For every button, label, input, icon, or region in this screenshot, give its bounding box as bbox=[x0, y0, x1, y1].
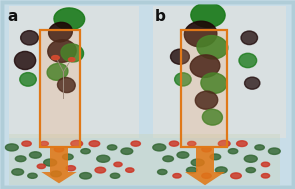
Ellipse shape bbox=[81, 149, 90, 154]
Ellipse shape bbox=[68, 58, 75, 61]
Ellipse shape bbox=[177, 152, 189, 158]
Ellipse shape bbox=[231, 173, 241, 179]
Text: b: b bbox=[155, 9, 166, 24]
Polygon shape bbox=[185, 172, 225, 185]
Text: a: a bbox=[7, 9, 18, 24]
Ellipse shape bbox=[202, 109, 222, 125]
Ellipse shape bbox=[61, 44, 83, 62]
Ellipse shape bbox=[51, 171, 61, 177]
Ellipse shape bbox=[169, 141, 179, 146]
Ellipse shape bbox=[255, 145, 264, 150]
Bar bbox=[9, 6, 139, 138]
Ellipse shape bbox=[237, 141, 247, 146]
Ellipse shape bbox=[22, 141, 31, 146]
Bar bbox=[40, 30, 80, 147]
Ellipse shape bbox=[12, 169, 24, 175]
Ellipse shape bbox=[228, 149, 238, 154]
Polygon shape bbox=[50, 147, 68, 172]
Ellipse shape bbox=[246, 167, 255, 173]
Ellipse shape bbox=[195, 91, 218, 109]
Ellipse shape bbox=[21, 31, 38, 45]
Bar bbox=[153, 6, 286, 138]
Polygon shape bbox=[196, 147, 214, 172]
Bar bbox=[181, 30, 227, 147]
Ellipse shape bbox=[89, 141, 100, 146]
Ellipse shape bbox=[202, 173, 211, 178]
Ellipse shape bbox=[239, 53, 257, 68]
Ellipse shape bbox=[107, 145, 117, 150]
Ellipse shape bbox=[30, 152, 41, 158]
Ellipse shape bbox=[28, 173, 37, 178]
Ellipse shape bbox=[261, 174, 270, 178]
Polygon shape bbox=[41, 172, 77, 183]
Ellipse shape bbox=[163, 156, 173, 162]
Ellipse shape bbox=[173, 174, 181, 178]
Ellipse shape bbox=[54, 147, 64, 152]
Ellipse shape bbox=[175, 73, 191, 86]
Ellipse shape bbox=[114, 162, 122, 167]
Ellipse shape bbox=[80, 173, 91, 179]
Ellipse shape bbox=[158, 169, 167, 175]
Ellipse shape bbox=[218, 140, 230, 147]
Ellipse shape bbox=[97, 155, 110, 162]
Ellipse shape bbox=[40, 141, 48, 146]
Ellipse shape bbox=[20, 73, 36, 86]
Ellipse shape bbox=[241, 31, 258, 45]
Ellipse shape bbox=[58, 77, 75, 93]
Ellipse shape bbox=[131, 141, 140, 146]
Ellipse shape bbox=[15, 156, 26, 162]
Ellipse shape bbox=[197, 36, 228, 59]
Ellipse shape bbox=[244, 155, 257, 162]
Ellipse shape bbox=[191, 3, 225, 27]
Ellipse shape bbox=[44, 159, 57, 166]
Bar bbox=[181, 30, 227, 147]
Ellipse shape bbox=[63, 154, 73, 160]
Ellipse shape bbox=[210, 154, 221, 160]
Bar bbox=[9, 134, 280, 185]
Bar bbox=[40, 30, 80, 147]
Ellipse shape bbox=[71, 140, 83, 147]
Ellipse shape bbox=[126, 168, 134, 172]
Ellipse shape bbox=[188, 141, 196, 146]
Ellipse shape bbox=[54, 8, 85, 30]
Ellipse shape bbox=[261, 162, 270, 167]
Ellipse shape bbox=[191, 159, 204, 166]
Ellipse shape bbox=[215, 167, 227, 173]
Ellipse shape bbox=[202, 147, 211, 152]
Ellipse shape bbox=[52, 56, 59, 60]
Ellipse shape bbox=[49, 22, 72, 42]
Ellipse shape bbox=[121, 148, 133, 154]
Ellipse shape bbox=[153, 144, 166, 151]
Ellipse shape bbox=[245, 77, 260, 89]
Ellipse shape bbox=[268, 148, 280, 154]
Ellipse shape bbox=[37, 164, 45, 169]
Ellipse shape bbox=[47, 63, 68, 80]
Ellipse shape bbox=[186, 167, 197, 173]
Ellipse shape bbox=[190, 55, 220, 77]
Ellipse shape bbox=[110, 173, 120, 178]
Ellipse shape bbox=[201, 73, 227, 93]
Ellipse shape bbox=[171, 49, 189, 64]
Ellipse shape bbox=[95, 167, 106, 173]
Ellipse shape bbox=[5, 144, 18, 151]
Ellipse shape bbox=[14, 51, 36, 70]
Ellipse shape bbox=[66, 166, 76, 171]
Ellipse shape bbox=[184, 21, 217, 47]
Ellipse shape bbox=[48, 40, 76, 62]
